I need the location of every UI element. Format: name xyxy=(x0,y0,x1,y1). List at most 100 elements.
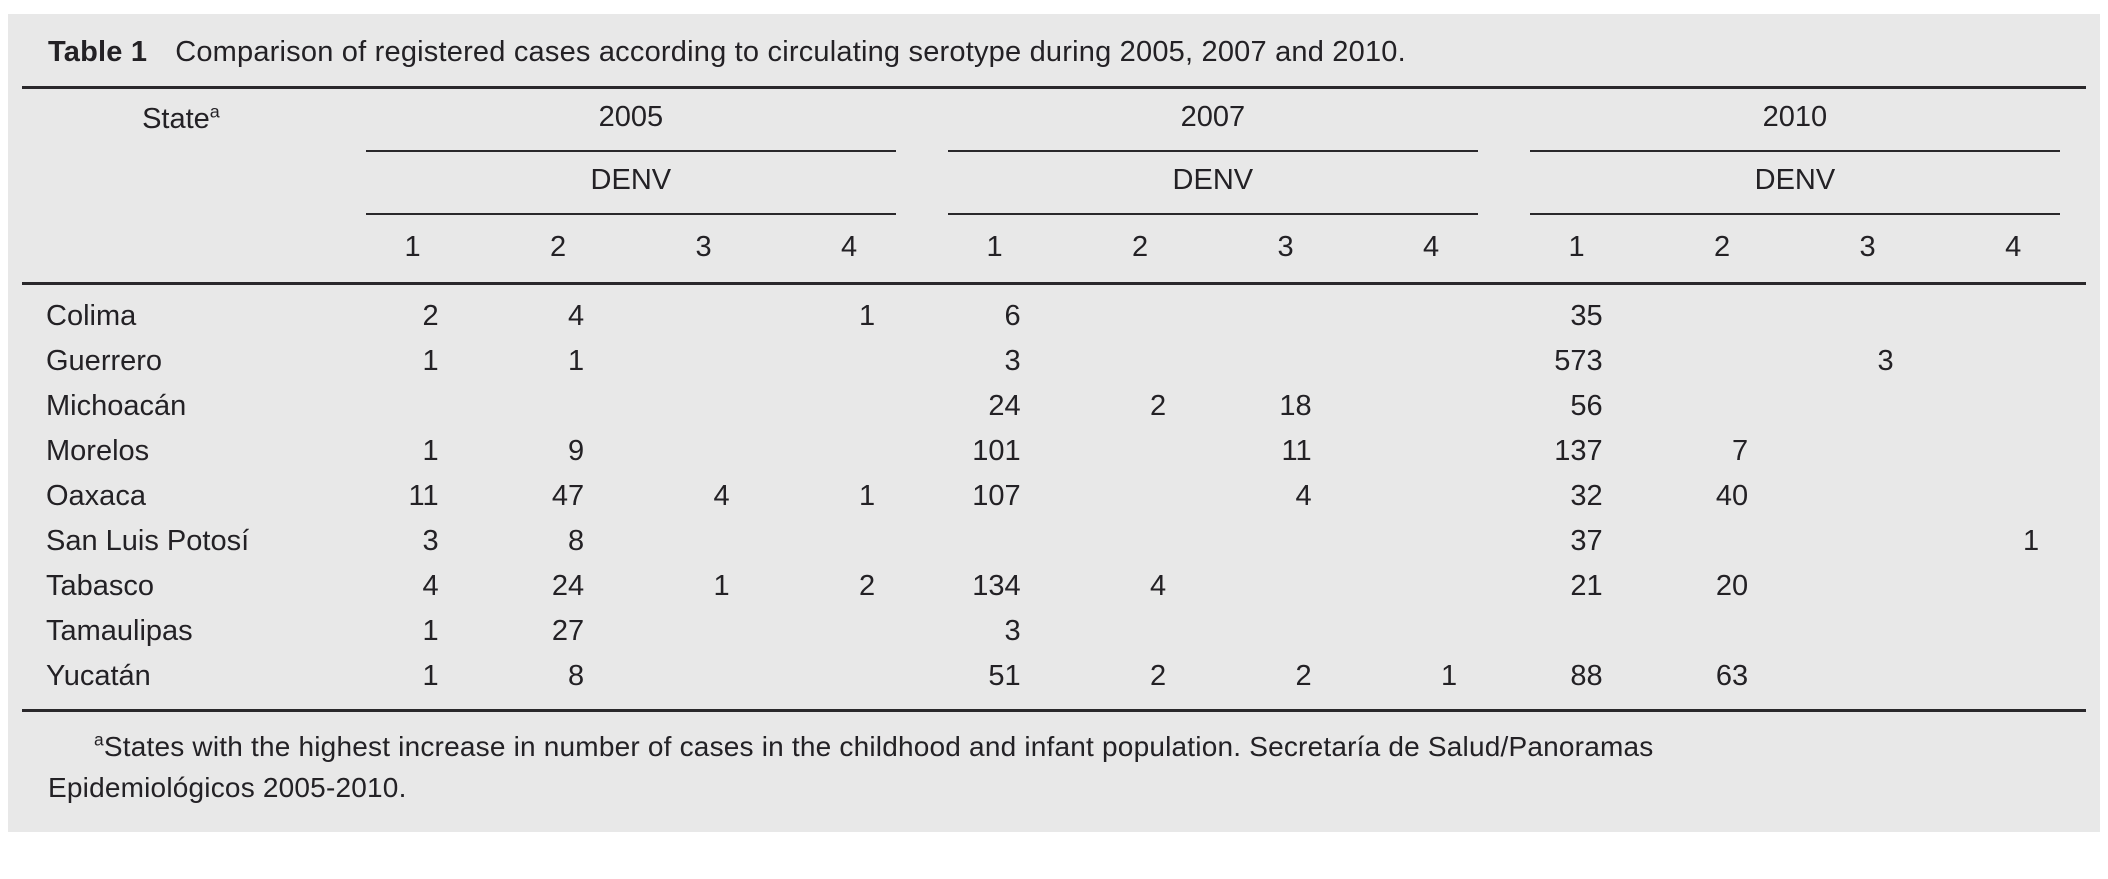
value-cell: 3 xyxy=(1795,339,1941,384)
case-count: 11 xyxy=(1281,435,1312,467)
value-cell xyxy=(1213,284,1359,340)
serotype-col-2010-1: 1 xyxy=(1503,215,1650,285)
value-cell: 9 xyxy=(485,429,631,474)
table-row: Guerrero 1 1 3 573 3 xyxy=(22,339,2086,384)
value-cell xyxy=(1358,384,1504,429)
value-cell xyxy=(1795,429,1941,474)
denv-label-2005: DENV xyxy=(365,152,896,215)
value-cell xyxy=(631,384,777,429)
value-cell xyxy=(1649,284,1795,340)
case-count: 4 xyxy=(1295,480,1312,512)
case-count: 2 xyxy=(422,300,439,332)
value-cell: 2 xyxy=(1067,384,1213,429)
case-count: 1 xyxy=(2023,525,2040,557)
value-cell: 2 xyxy=(776,564,922,609)
serotype-header-row: 1 2 3 4 1 2 3 4 1 2 3 4 xyxy=(22,215,2086,285)
case-count: 3 xyxy=(1004,615,1021,647)
value-cell xyxy=(1940,474,2086,519)
value-cell: 51 xyxy=(921,654,1068,712)
value-cell xyxy=(1067,339,1213,384)
year-label-2007: 2007 xyxy=(947,89,1478,152)
value-cell: 8 xyxy=(485,654,631,712)
value-cell xyxy=(1649,384,1795,429)
case-count: 24 xyxy=(551,570,585,602)
case-count: 1 xyxy=(422,345,439,377)
state-cell: Colima xyxy=(46,300,137,332)
value-cell: 8 xyxy=(485,519,631,564)
serotype-col-2007-1: 1 xyxy=(921,215,1068,285)
state-cell: Tamaulipas xyxy=(46,615,193,647)
value-cell xyxy=(631,339,777,384)
value-cell: 1 xyxy=(339,654,486,712)
value-cell xyxy=(1067,519,1213,564)
case-count: 1 xyxy=(422,660,439,692)
value-cell xyxy=(1940,609,2086,654)
case-count: 40 xyxy=(1715,480,1749,512)
case-count: 9 xyxy=(567,435,585,467)
value-cell: 11 xyxy=(340,474,486,519)
year-header-2005: 2005 xyxy=(340,89,922,152)
value-cell xyxy=(776,429,922,474)
case-count: 37 xyxy=(1570,525,1603,557)
footnote-line-2: Epidemiológicos 2005-2010. xyxy=(48,771,407,803)
value-cell: 1 xyxy=(340,339,486,384)
state-cell: Morelos xyxy=(46,435,150,467)
case-count: 27 xyxy=(551,615,585,647)
value-cell: 1 xyxy=(1940,519,2086,564)
serotype-col-2005-1: 1 xyxy=(339,215,486,285)
footnote-superscript: a xyxy=(94,729,104,750)
case-count: 88 xyxy=(1570,660,1603,692)
case-count: 1 xyxy=(567,345,585,377)
value-cell xyxy=(1795,519,1941,564)
value-cell: 4 xyxy=(1213,474,1359,519)
value-cell xyxy=(1795,609,1941,654)
value-cell: 3 xyxy=(922,609,1068,654)
case-count: 2 xyxy=(1149,390,1167,422)
value-cell xyxy=(776,609,922,654)
year-header-2010: 2010 xyxy=(1504,89,2086,152)
serotype-col-2010-4: 4 xyxy=(1940,215,2086,285)
case-count: 4 xyxy=(567,300,585,332)
value-cell: 4 xyxy=(485,284,631,340)
value-cell: 20 xyxy=(1649,564,1795,609)
value-cell: 18 xyxy=(1213,384,1359,429)
case-count: 1 xyxy=(858,300,876,332)
case-count: 1 xyxy=(858,480,876,512)
value-cell xyxy=(1358,429,1504,474)
case-count: 24 xyxy=(988,390,1021,422)
case-count: 20 xyxy=(1715,570,1749,602)
value-cell xyxy=(1940,564,2086,609)
value-cell xyxy=(1358,564,1504,609)
value-cell: 4 xyxy=(631,474,777,519)
case-count: 63 xyxy=(1715,660,1749,692)
value-cell xyxy=(631,519,777,564)
caption-text: Comparison of registered cases according… xyxy=(175,36,1406,68)
table-header: Statea 2005 2007 2010 DENV xyxy=(22,89,2086,285)
value-cell xyxy=(922,519,1068,564)
value-cell xyxy=(1358,284,1504,340)
table-row: Morelos 1 9 101 11 137 7 xyxy=(22,429,2086,474)
value-cell: 21 xyxy=(1504,564,1650,609)
value-cell xyxy=(1067,474,1213,519)
serotype-col-2007-2: 2 xyxy=(1067,215,1213,285)
case-count: 18 xyxy=(1279,390,1312,422)
value-cell xyxy=(1940,339,2086,384)
value-cell xyxy=(1940,284,2086,340)
value-cell xyxy=(631,609,777,654)
state-cell: Tabasco xyxy=(46,570,155,602)
state-header-superscript: a xyxy=(209,101,220,122)
value-cell xyxy=(1795,564,1941,609)
denv-header-2010: DENV xyxy=(1504,152,2086,215)
state-column-header: Statea xyxy=(22,89,340,285)
serotype-col-2007-4: 4 xyxy=(1358,215,1504,285)
value-cell xyxy=(1067,429,1213,474)
state-cell: Guerrero xyxy=(46,345,163,377)
table-row: Yucatán 1 8 51 2 2 1 88 63 xyxy=(22,654,2086,712)
case-count: 51 xyxy=(988,660,1021,692)
serotype-col-2010-3: 3 xyxy=(1794,215,1941,285)
case-count: 2 xyxy=(1295,660,1312,692)
case-count: 137 xyxy=(1554,435,1603,467)
case-count: 11 xyxy=(408,480,439,512)
value-cell xyxy=(1795,474,1941,519)
